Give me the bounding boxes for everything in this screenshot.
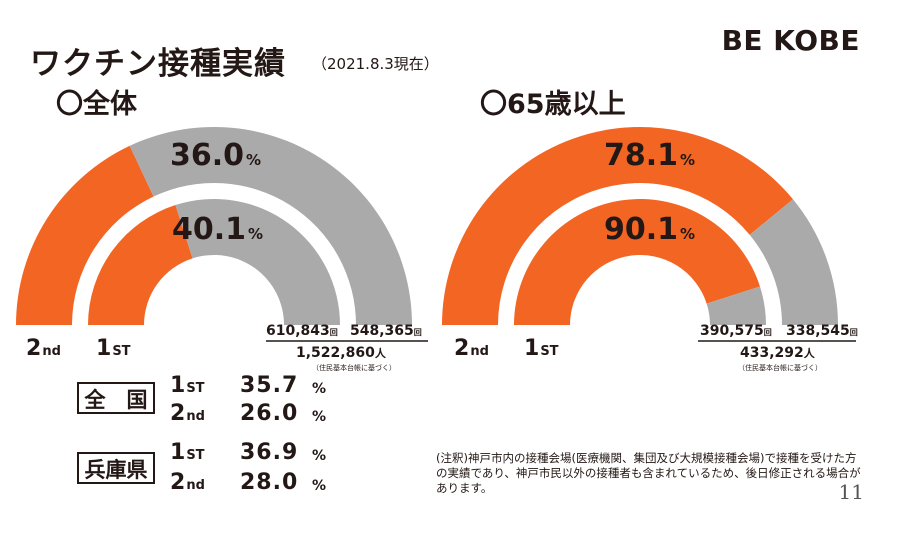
national-2nd-pct: % xyxy=(312,409,327,425)
gauge-all-2nd-value: 36.0% xyxy=(170,138,262,173)
gauge-all-2nd-count: 548,365回 xyxy=(350,323,422,339)
gauge-all-population: 1,522,860人 xyxy=(296,345,386,361)
gauge-65-population-note: （住民基本台帳に基づく） xyxy=(738,364,822,372)
gauge-65-ring-1-remaining xyxy=(706,286,766,325)
as-of-date: （2021.8.3現在） xyxy=(312,55,439,73)
hyogo-2nd-label: 2nd xyxy=(170,470,205,495)
page-title: ワクチン接種実績 xyxy=(30,46,286,82)
be-kobe-logo: BE KOBE xyxy=(721,24,860,57)
gauge-65-2nd-value: 78.1% xyxy=(604,138,696,173)
gauge-all-ring-0-vaccinated xyxy=(16,145,154,325)
hyogo-label: 兵庫県 xyxy=(77,452,155,484)
footnote: (注釈)神戸市内の接種会場(医療機関、集団及び大規模接種会場)で接種を受けた方の… xyxy=(436,451,861,495)
national-1st-value: 35.7 xyxy=(240,373,299,398)
national-1st-label: 1ST xyxy=(170,373,205,398)
gauge-65-ring-0-remaining xyxy=(749,199,838,325)
gauge-65-1st-label: 1ST xyxy=(524,336,559,361)
gauge-65-2nd-label: 2nd xyxy=(454,336,489,361)
gauge-all-population-note: （住民基本台帳に基づく） xyxy=(312,364,396,372)
hyogo-1st-label: 1ST xyxy=(170,440,205,465)
gauge-65-population: 433,292人 xyxy=(740,345,815,361)
page-number: 11 xyxy=(838,480,864,504)
national-2nd-label: 2nd xyxy=(170,401,205,426)
national-label: 全 国 xyxy=(77,382,155,414)
gauge-65-1st-count: 390,575回 xyxy=(700,323,772,339)
section-title-all: 〇全体 xyxy=(56,89,137,120)
section-title-65plus: 〇65歳以上 xyxy=(480,89,626,120)
gauge-all-1st-count: 610,843回 xyxy=(266,323,338,339)
gauge-all-2nd-label: 2nd xyxy=(26,336,61,361)
gauge-65-ring-0-vaccinated xyxy=(442,126,793,325)
gauge-all-ring-1-vaccinated xyxy=(88,205,193,325)
hyogo-2nd-pct: % xyxy=(312,478,327,494)
gauge-all-1st-label: 1ST xyxy=(96,336,131,361)
hyogo-1st-pct: % xyxy=(312,448,327,464)
gauge-65-ring-1-vaccinated xyxy=(514,199,760,325)
gauge-65-2nd-count: 338,545回 xyxy=(786,323,858,339)
gauge-all-ring-0-remaining xyxy=(129,127,413,325)
gauge-all-ring-1-remaining xyxy=(175,199,340,325)
gauge-all-1st-value: 40.1% xyxy=(172,212,264,247)
gauge-65-1st-value: 90.1% xyxy=(604,212,696,247)
national-2nd-value: 26.0 xyxy=(240,401,299,426)
national-1st-pct: % xyxy=(312,381,327,397)
hyogo-2nd-value: 28.0 xyxy=(240,470,299,495)
hyogo-1st-value: 36.9 xyxy=(240,440,299,465)
